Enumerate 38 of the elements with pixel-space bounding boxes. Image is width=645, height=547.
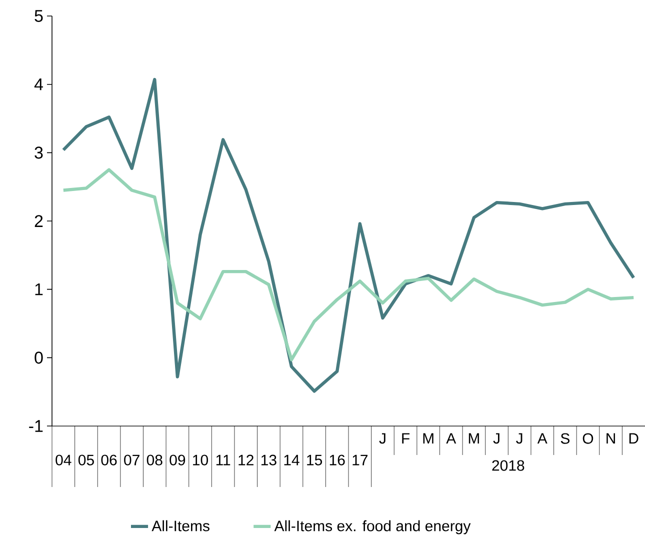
- x-tick-label: M: [423, 433, 434, 444]
- x-tick-label: 11: [216, 454, 230, 466]
- x-tick-label: M: [468, 433, 479, 444]
- y-tick-label: -1: [29, 420, 43, 432]
- x-tick-label: D: [629, 433, 638, 444]
- x-tick-label: 04: [56, 454, 72, 466]
- x-tick-label: 05: [78, 454, 94, 466]
- x-tick-label: 09: [170, 454, 186, 466]
- y-tick-label: 0: [34, 352, 43, 364]
- legend-label: All-Items: [152, 520, 210, 532]
- y-tick-label: 4: [34, 78, 43, 90]
- x-tick-label: 07: [124, 454, 140, 466]
- x-tick-label: O: [582, 433, 594, 444]
- x-tick-label: J: [493, 433, 500, 444]
- y-tick-label: 5: [34, 10, 43, 22]
- x-tick-label: 12: [238, 454, 254, 466]
- x-tick-label: S: [560, 433, 570, 444]
- x-tick-label: F: [402, 433, 410, 444]
- x-tick-label: A: [446, 433, 456, 444]
- line-series: [62, 168, 636, 362]
- line-series: [62, 78, 636, 393]
- x-tick-label: J: [516, 433, 522, 444]
- y-tick-label: 2: [34, 215, 43, 227]
- x-tick-label: 16: [330, 454, 345, 466]
- x-tick-label: 14: [284, 454, 300, 466]
- x-tick-label: 06: [101, 454, 117, 466]
- x-tick-label: J: [379, 433, 386, 444]
- x-tick-label: 10: [193, 454, 208, 466]
- x-tick-label: 13: [261, 454, 276, 466]
- x-tick-label: A: [537, 433, 548, 444]
- legend-label: All-Items ex. food and energy: [274, 520, 471, 534]
- x-axis-title: 2018: [492, 460, 524, 471]
- x-tick-label: N: [606, 433, 615, 444]
- x-tick-label: 15: [307, 454, 322, 466]
- y-tick-label: 3: [34, 146, 43, 159]
- x-tick-label: 08: [146, 454, 162, 466]
- x-tick-label: 17: [352, 454, 368, 466]
- y-tick-label: 1: [35, 283, 43, 296]
